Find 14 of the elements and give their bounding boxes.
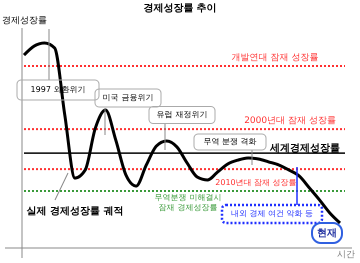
ref-line-label: 2000년대 잠재 성장률 [244,116,336,126]
x-axis-title: 시간 [337,250,355,260]
y-axis-title: 경제성장률 [2,16,47,26]
annotation: 무역 분쟁 격화 [203,137,257,146]
chart-title: 경제성장률 추이 [143,3,217,14]
annotation: 현재 [317,228,337,239]
ref-line-label: 개발연대 잠재 성장률 [232,52,318,63]
annotation: 실제 경제성장률 궤적 [26,206,124,217]
annotation: 내외 경제 여건 악화 등 [230,209,314,218]
annotation: 유럽 재정위기 [156,110,208,119]
annotation: 미국 금융위기 [102,93,154,102]
ref-line-label: 세계경제성장률 [269,143,340,154]
ref-line-label: 무역분쟁 미해결시 잠재 경제성장률 [154,193,222,212]
ref-line-label: 2010년대 잠재 성장률 [215,178,297,188]
